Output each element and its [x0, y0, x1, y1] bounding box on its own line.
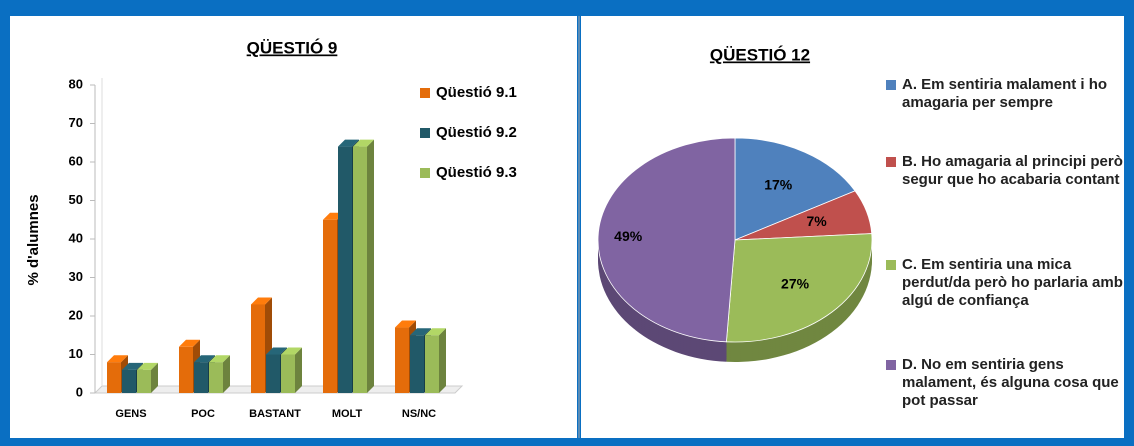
legend-swatch — [886, 260, 896, 270]
y-tick-label: 20 — [69, 307, 83, 322]
y-tick-label: 40 — [69, 230, 83, 245]
bar-top — [425, 328, 446, 336]
bar — [107, 362, 121, 393]
legend-swatch — [886, 360, 896, 370]
bar — [194, 362, 208, 393]
bar — [395, 327, 409, 393]
bar — [425, 335, 439, 393]
bar-side — [439, 328, 446, 393]
slice — [725, 233, 873, 343]
y-tick-label: 10 — [69, 346, 83, 361]
legend-swatch — [420, 88, 430, 98]
bar-top — [179, 339, 200, 347]
legend-label: B. Ho amagaria al principi però segur qu… — [902, 153, 1123, 188]
bar-top — [353, 139, 374, 147]
legend-item: B. Ho amagaria al principi però segur qu… — [886, 153, 1134, 189]
bar-side — [223, 355, 230, 393]
bar — [338, 146, 352, 393]
bar — [251, 304, 265, 393]
bar-top — [395, 320, 416, 328]
bar — [179, 346, 193, 393]
legend-label: Qüestió 9.2 — [436, 124, 517, 141]
legend-swatch — [420, 168, 430, 178]
bar-top — [137, 362, 158, 370]
bar — [137, 369, 151, 393]
legend-item: C. Em sentiria una mica perdut/da però h… — [886, 256, 1134, 310]
bar-top — [251, 297, 272, 305]
bar-top — [281, 347, 302, 355]
y-tick-label: 50 — [69, 192, 83, 207]
bar-top — [266, 347, 287, 355]
y-tick-label: 0 — [76, 384, 83, 399]
legend-label: Qüestió 9.3 — [436, 164, 517, 181]
y-tick-label: 30 — [69, 269, 83, 284]
y-axis-label: % d'alumnes — [25, 194, 42, 285]
bar-top — [338, 139, 359, 147]
bar-top — [194, 355, 215, 363]
x-tick-label: POC — [191, 408, 215, 420]
legend-swatch — [886, 80, 896, 90]
bar — [266, 354, 280, 393]
bar-top — [122, 362, 143, 370]
bar — [353, 146, 367, 393]
bar — [122, 369, 136, 393]
data-label: 27% — [781, 275, 810, 291]
x-tick-label: BASTANT — [249, 408, 301, 420]
legend-label: D. No em sentiria gens malament, és algu… — [902, 356, 1119, 409]
bar-top — [209, 355, 230, 363]
legend-label: C. Em sentiria una mica perdut/da però h… — [902, 256, 1123, 309]
legend-label: A. Em sentiria malament i ho amagaria pe… — [902, 76, 1108, 111]
x-tick-label: NS/NC — [402, 408, 436, 420]
bar-side — [295, 347, 302, 393]
legend-swatch — [420, 128, 430, 138]
slice — [734, 137, 856, 241]
bar-title: QÜESTIÓ 9 — [247, 38, 338, 57]
pie-title: QÜESTIÓ 12 — [710, 45, 810, 64]
bar — [209, 362, 223, 393]
data-label: 49% — [614, 228, 643, 244]
x-tick-label: GENS — [115, 408, 146, 420]
bar — [323, 219, 337, 393]
data-label: 7% — [806, 213, 827, 229]
bar-side — [151, 362, 158, 393]
bar — [281, 354, 295, 393]
bar-top — [107, 355, 128, 363]
bar-top — [410, 328, 431, 336]
x-tick-label: MOLT — [332, 408, 363, 420]
legend-item: D. No em sentiria gens malament, és algu… — [886, 356, 1134, 410]
slice — [597, 137, 736, 343]
y-tick-label: 60 — [69, 153, 83, 168]
bar — [410, 335, 424, 393]
legend-swatch — [886, 157, 896, 167]
bar-side — [367, 139, 374, 393]
legend-item: A. Em sentiria malament i ho amagaria pe… — [886, 76, 1134, 112]
data-label: 17% — [764, 176, 793, 192]
y-tick-label: 70 — [69, 115, 83, 130]
legend-label: Qüestió 9.1 — [436, 84, 517, 101]
y-tick-label: 80 — [69, 76, 83, 91]
